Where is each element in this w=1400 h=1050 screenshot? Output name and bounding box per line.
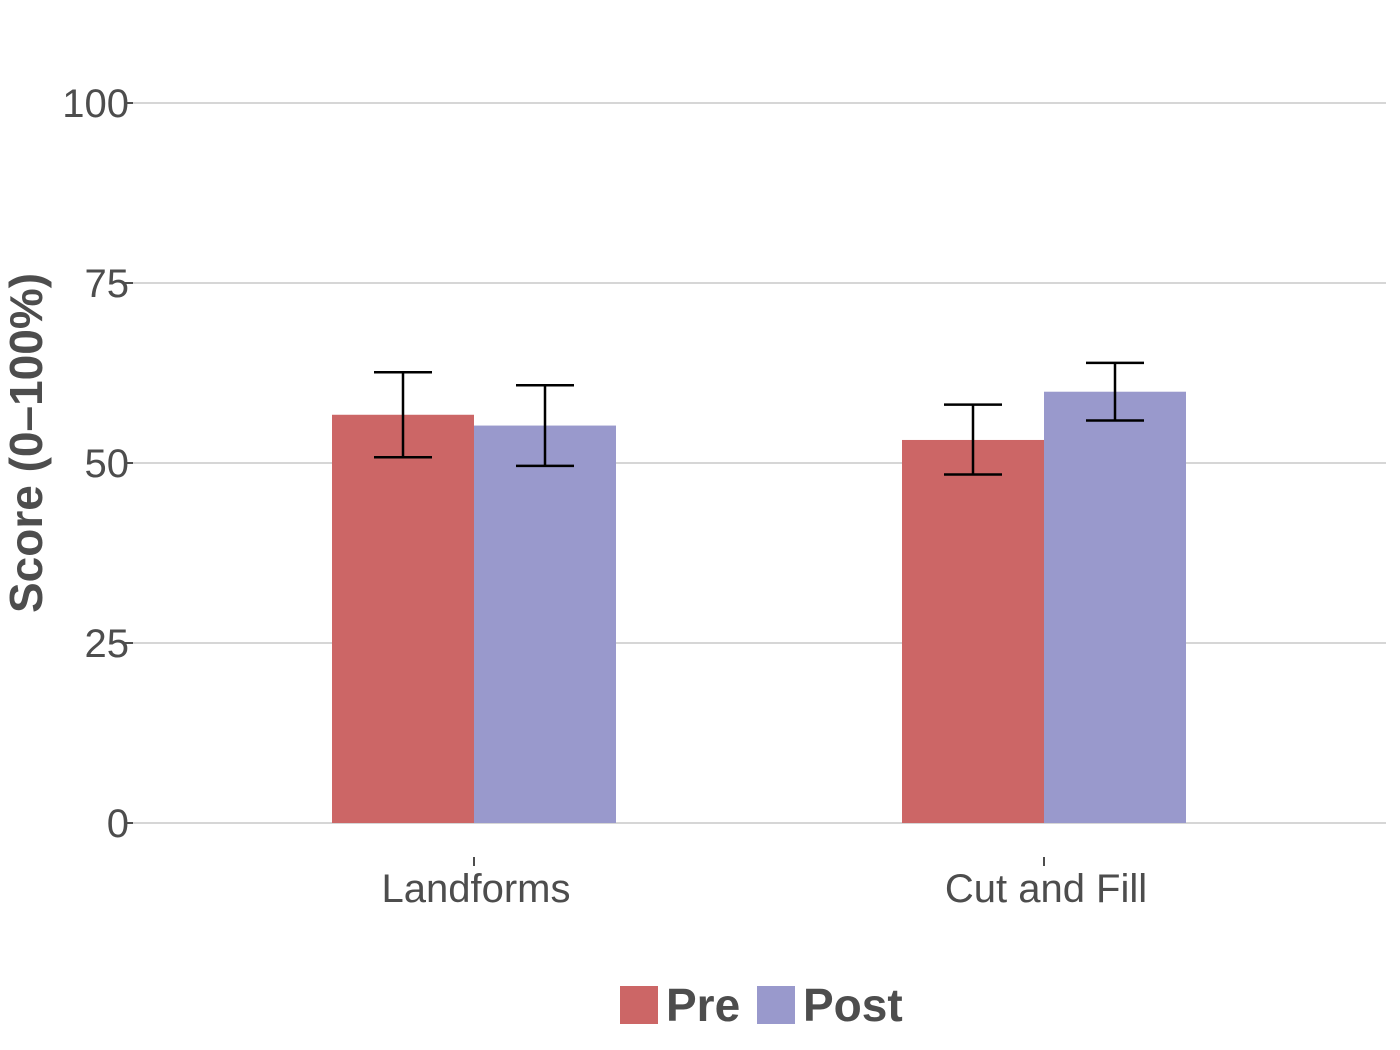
legend-swatch-post [757, 986, 795, 1024]
y-tick-label: 0 [107, 802, 129, 846]
gridlines [133, 102, 1386, 824]
x-tick-label: Landforms [382, 867, 571, 911]
legend-item-pre: Pre [620, 979, 740, 1031]
y-tick-label: 100 [62, 82, 129, 126]
error-bars [374, 361, 1144, 476]
legend-label-pre: Pre [666, 979, 740, 1031]
x-tick-label: Cut and Fill [945, 867, 1147, 911]
error-bar-pre-landforms [374, 371, 432, 459]
bar-post-cut-and-fill [1044, 391, 1186, 823]
y-tick-label: 50 [85, 442, 130, 486]
legend-swatch-pre [620, 986, 658, 1024]
y-axis: 0 25 50 75 100 [62, 82, 133, 846]
error-bar-post-cut-and-fill [1086, 361, 1144, 422]
legend-label-post: Post [803, 979, 903, 1031]
error-bar-pre-cut-and-fill [944, 403, 1002, 476]
y-axis-title: Score (0–100%) [0, 273, 52, 613]
bar-pre-cut-and-fill [902, 439, 1044, 823]
legend: Pre Post [620, 979, 903, 1031]
legend-item-post: Post [757, 979, 903, 1031]
y-tick-label: 25 [85, 622, 130, 666]
bars [332, 391, 1186, 823]
y-tick-label: 75 [85, 262, 130, 306]
bar-pre-landforms [332, 414, 474, 823]
bar-post-landforms [474, 425, 616, 823]
x-axis: Landforms Cut and Fill [382, 857, 1147, 911]
error-bar-post-landforms [516, 383, 574, 468]
